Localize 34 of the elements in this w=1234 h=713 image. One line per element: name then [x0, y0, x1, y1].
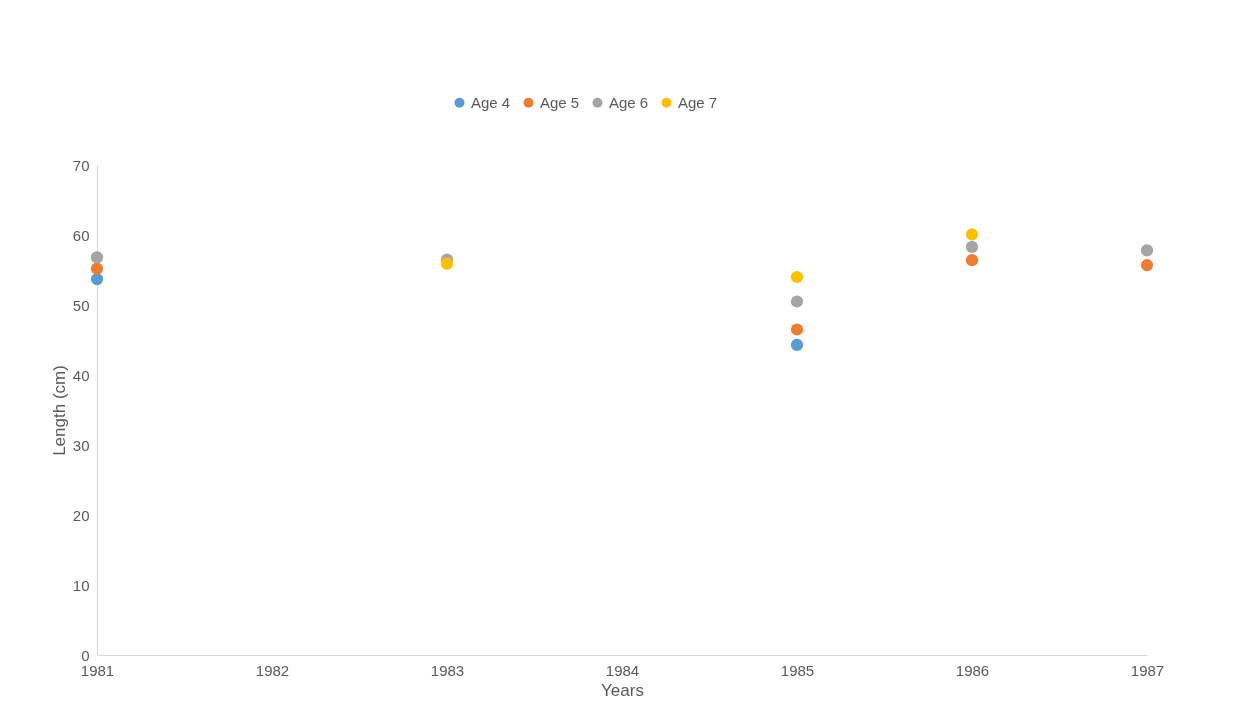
- point: [90, 262, 104, 275]
- point: [1140, 244, 1154, 257]
- point: [1140, 258, 1154, 272]
- x-tick-label: 1986: [955, 661, 990, 679]
- legend-label: Age 4: [471, 93, 511, 111]
- point: [790, 270, 804, 284]
- point: [790, 338, 804, 352]
- legend-label: Age 5: [540, 93, 580, 111]
- x-tick-label: 1981: [80, 661, 115, 679]
- point: [790, 323, 804, 336]
- x-axis-title: Years: [601, 680, 644, 700]
- x-tick-label: 1985: [780, 661, 815, 679]
- y-tick-label: 10: [72, 576, 90, 594]
- y-tick-label: 70: [72, 156, 90, 174]
- y-tick-label: 50: [72, 296, 90, 314]
- y-tick-label: 30: [72, 436, 90, 454]
- x-tick-label: 1984: [605, 661, 640, 679]
- y-tick-label: 60: [72, 226, 90, 244]
- y-tick-label: 0: [81, 646, 90, 664]
- legend-label: Age 7: [678, 93, 718, 111]
- x-tick-label: 1982: [255, 661, 290, 679]
- y-axis-title: Length (cm): [49, 365, 69, 456]
- y-tick-label: 20: [72, 506, 90, 524]
- point: [440, 257, 454, 270]
- point: [965, 240, 979, 254]
- point: [90, 251, 104, 264]
- x-tick-label: 1987: [1130, 661, 1165, 679]
- point: [90, 272, 104, 286]
- point: [965, 228, 979, 241]
- x-tick-label: 1983: [430, 661, 465, 679]
- point: [965, 254, 979, 267]
- point: [790, 295, 804, 308]
- legend-label: Age 6: [609, 93, 649, 111]
- y-tick-label: 40: [72, 366, 90, 384]
